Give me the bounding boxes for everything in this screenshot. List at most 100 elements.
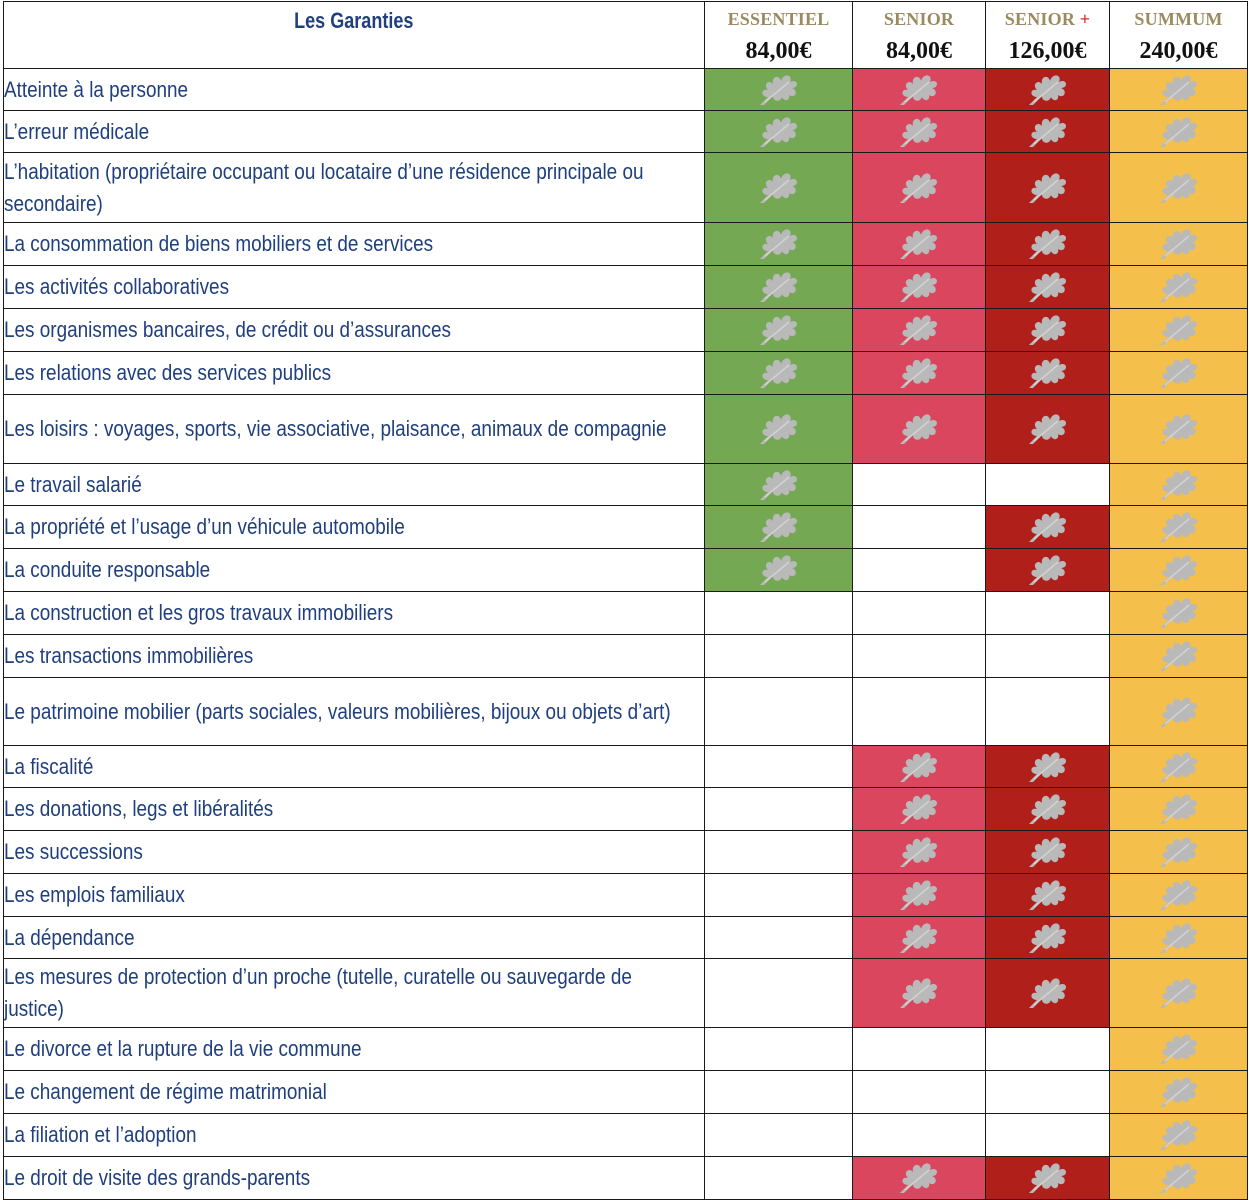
oak-leaf-icon — [900, 272, 937, 302]
coverage-cell-essentiel — [704, 787, 853, 831]
table-row: Les activités collaboratives — [3, 265, 1248, 309]
guarantee-label: La fiscalité — [3, 745, 705, 788]
coverage-cell-senior — [852, 1156, 986, 1200]
guarantee-label: Le travail salarié — [3, 463, 705, 506]
oak-leaf-icon — [900, 978, 937, 1008]
oak-leaf-icon — [1028, 751, 1066, 782]
coverage-cell-senior-plus — [985, 110, 1110, 153]
coverage-cell-summum — [1109, 548, 1248, 592]
coverage-cell-summum — [1109, 634, 1248, 678]
guarantee-label: La filiation et l’adoption — [3, 1113, 705, 1157]
oak-leaf-icon — [759, 229, 797, 259]
coverage-cell-essentiel — [704, 745, 853, 788]
coverage-cell-senior-plus — [985, 308, 1110, 352]
table-row: Le changement de régime matrimonial — [3, 1070, 1248, 1114]
guarantee-label: Atteinte à la personne — [3, 68, 705, 111]
coverage-cell-senior-plus — [985, 152, 1110, 223]
oak-leaf-icon — [759, 116, 797, 147]
oak-leaf-icon — [1159, 696, 1197, 727]
oak-leaf-icon — [1159, 512, 1197, 542]
coverage-cell-senior — [852, 265, 986, 309]
guarantee-label: Le divorce et la rupture de la vie commu… — [3, 1027, 705, 1071]
coverage-cell-senior — [852, 1070, 986, 1114]
oak-leaf-icon — [900, 315, 937, 345]
coverage-cell-summum — [1109, 591, 1248, 635]
table-row: Le divorce et la rupture de la vie commu… — [3, 1027, 1248, 1071]
oak-leaf-icon — [1159, 751, 1197, 782]
plus-sign: + — [1079, 9, 1091, 29]
coverage-cell-senior — [852, 222, 986, 266]
guarantee-label: Les loisirs : voyages, sports, vie assoc… — [3, 394, 705, 464]
oak-leaf-icon — [1028, 74, 1066, 105]
table-row: Les relations avec des services publics — [3, 351, 1248, 395]
coverage-cell-essentiel — [704, 548, 853, 592]
coverage-cell-essentiel — [704, 152, 853, 223]
coverage-cell-summum — [1109, 745, 1248, 788]
coverage-cell-senior-plus — [985, 591, 1110, 635]
coverage-cell-essentiel — [704, 394, 853, 464]
header-row: Les Garanties ESSENTIEL 84,00€ SENIOR 84… — [3, 1, 1248, 69]
coverage-cell-summum — [1109, 873, 1248, 917]
coverage-cell-summum — [1109, 916, 1248, 959]
coverage-cell-senior-plus — [985, 916, 1110, 959]
oak-leaf-icon — [900, 74, 937, 105]
coverage-cell-senior — [852, 152, 986, 223]
coverage-cell-summum — [1109, 265, 1248, 309]
coverage-cell-essentiel — [704, 222, 853, 266]
coverage-cell-senior — [852, 634, 986, 678]
plan-header-essentiel: ESSENTIEL 84,00€ — [704, 1, 853, 69]
coverage-cell-essentiel — [704, 1027, 853, 1071]
coverage-cell-essentiel — [704, 68, 853, 111]
guarantee-label: Les emplois familiaux — [3, 873, 705, 917]
plan-name: SENIOR — [883, 9, 955, 29]
oak-leaf-icon — [1159, 358, 1197, 388]
oak-leaf-icon — [1028, 1163, 1066, 1193]
coverage-cell-summum — [1109, 1027, 1248, 1071]
oak-leaf-icon — [759, 272, 797, 302]
guarantee-label: Les activités collaboratives — [3, 265, 705, 309]
oak-leaf-icon — [1159, 272, 1197, 302]
coverage-cell-essentiel — [704, 463, 853, 506]
coverage-cell-senior-plus — [985, 830, 1110, 874]
coverage-cell-essentiel — [704, 308, 853, 352]
guarantee-label: Les mesures de protection d’un proche (t… — [3, 958, 705, 1028]
coverage-cell-senior-plus — [985, 873, 1110, 917]
table-row: La conduite responsable — [3, 548, 1248, 592]
table-row: La propriété et l’usage d’un véhicule au… — [3, 505, 1248, 549]
coverage-cell-essentiel — [704, 677, 853, 746]
coverage-cell-senior — [852, 505, 986, 549]
coverage-cell-senior-plus — [985, 463, 1110, 506]
oak-leaf-icon — [1028, 358, 1066, 388]
coverage-cell-summum — [1109, 351, 1248, 395]
coverage-cell-senior — [852, 1113, 986, 1157]
oak-leaf-icon — [1159, 229, 1197, 259]
coverage-cell-senior — [852, 463, 986, 506]
coverage-cell-senior — [852, 351, 986, 395]
plan-header-senior-plus: SENIOR + 126,00€ — [985, 1, 1110, 69]
table-row: L’habitation (propriétaire occupant ou l… — [3, 152, 1248, 223]
coverage-cell-senior-plus — [985, 351, 1110, 395]
oak-leaf-icon — [900, 229, 937, 259]
coverage-cell-essentiel — [704, 505, 853, 549]
plan-header-summum: SUMMUM 240,00€ — [1109, 1, 1248, 69]
oak-leaf-icon — [900, 414, 937, 444]
oak-leaf-icon — [1159, 641, 1197, 671]
oak-leaf-icon — [900, 1163, 937, 1193]
table-row: Les loisirs : voyages, sports, vie assoc… — [3, 394, 1248, 464]
guarantee-label: Le changement de régime matrimonial — [3, 1070, 705, 1114]
oak-leaf-icon — [900, 358, 937, 388]
guarantee-label: La consommation de biens mobiliers et de… — [3, 222, 705, 266]
oak-leaf-icon — [1159, 978, 1197, 1008]
oak-leaf-icon — [1159, 837, 1197, 867]
coverage-cell-summum — [1109, 222, 1248, 266]
plan-name: SUMMUM — [1134, 9, 1223, 29]
table-row: Les donations, legs et libéralités — [3, 787, 1248, 831]
oak-leaf-icon — [1159, 1034, 1197, 1064]
guarantee-label: L’erreur médicale — [3, 110, 705, 153]
oak-leaf-icon — [759, 469, 797, 500]
oak-leaf-icon — [1028, 272, 1066, 302]
coverage-cell-senior — [852, 308, 986, 352]
oak-leaf-icon — [759, 512, 797, 542]
guarantees-table: Les Garanties ESSENTIEL 84,00€ SENIOR 84… — [3, 1, 1248, 1200]
coverage-cell-senior — [852, 787, 986, 831]
